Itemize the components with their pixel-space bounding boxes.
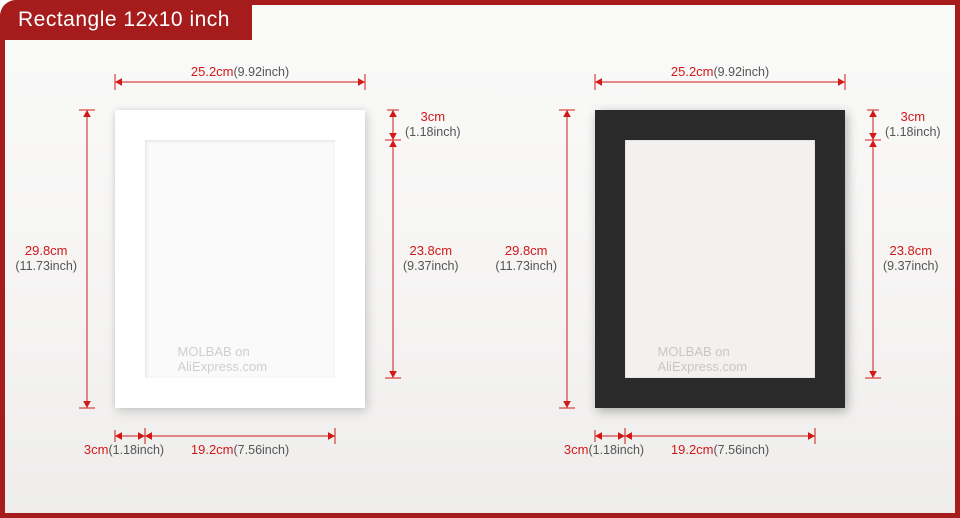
panel-white-mat: MOLBAB on AliExpress.com	[55, 70, 475, 480]
watermark-right: MOLBAB on AliExpress.com	[658, 344, 783, 374]
mat-black: MOLBAB on AliExpress.com	[595, 110, 845, 408]
panel-black-mat: MOLBAB on AliExpress.com	[535, 70, 955, 480]
watermark-left: MOLBAB on AliExpress.com	[178, 344, 303, 374]
watermark-text: MOLBAB on AliExpress.com	[178, 344, 268, 374]
mat-white: MOLBAB on AliExpress.com	[115, 110, 365, 408]
title-text: Rectangle 12x10 inch	[18, 8, 230, 31]
title-tab: Rectangle 12x10 inch	[0, 0, 252, 40]
mat-white-opening	[145, 140, 335, 378]
watermark-text: MOLBAB on AliExpress.com	[658, 344, 748, 374]
mat-black-opening	[625, 140, 815, 378]
